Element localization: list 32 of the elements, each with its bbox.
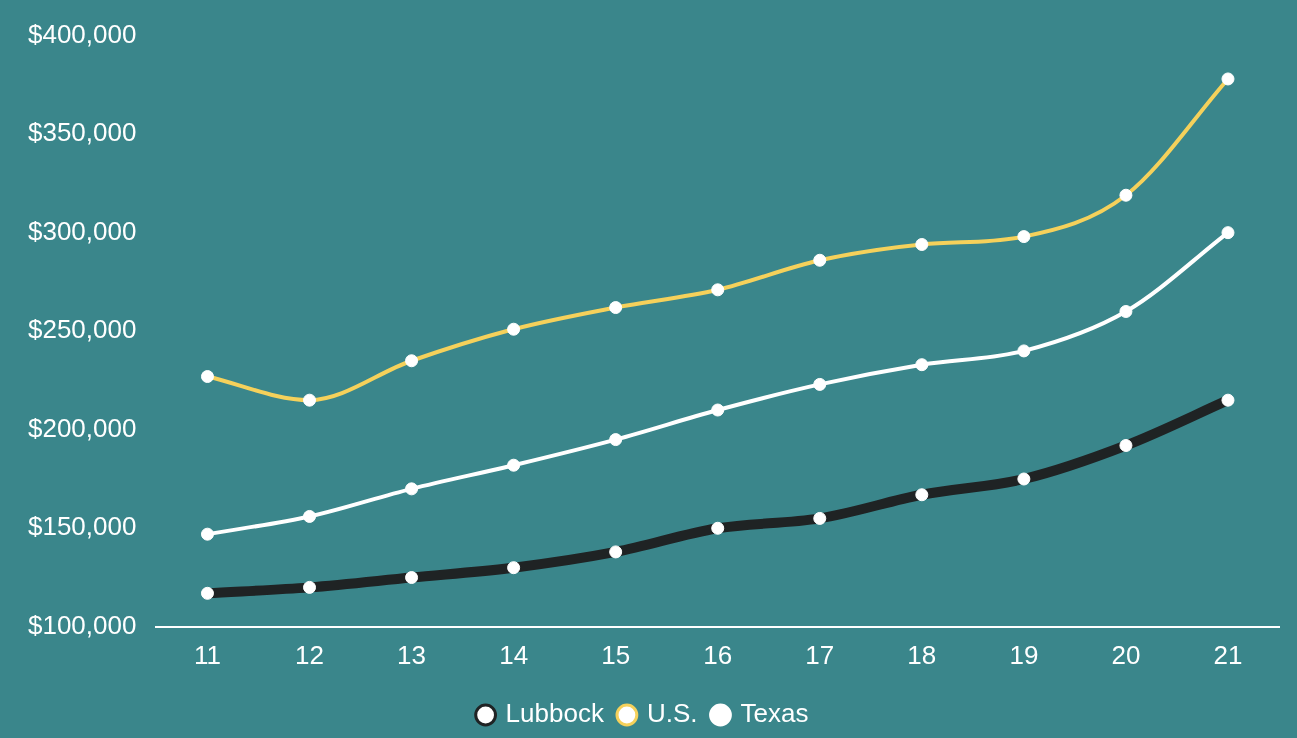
- x-tick-label: 13: [397, 639, 427, 670]
- x-tick-label: 17: [805, 639, 835, 670]
- point: [915, 358, 929, 372]
- point: [1017, 344, 1031, 358]
- point: [507, 458, 521, 472]
- x-tick-label: 18: [907, 639, 937, 670]
- y-tick-label: $400,000: [27, 18, 137, 49]
- x-tick-label: 19: [1009, 639, 1039, 670]
- y-tick-label: $300,000: [27, 215, 137, 246]
- y-tick-label: $350,000: [27, 117, 137, 148]
- point: [609, 433, 623, 447]
- legend-label: U.S.: [646, 698, 698, 729]
- point: [813, 377, 827, 391]
- point: [200, 527, 214, 541]
- point: [1119, 304, 1133, 318]
- legend-label: Texas: [740, 698, 809, 729]
- x-tick-label: 12: [295, 639, 324, 670]
- legend-label: Lubbock: [505, 698, 605, 729]
- y-tick-label: $100,000: [27, 609, 137, 640]
- x-tick-label: 15: [601, 639, 631, 670]
- point: [303, 509, 317, 523]
- y-tick-label: $200,000: [27, 412, 137, 443]
- y-tick-label: $150,000: [27, 511, 137, 542]
- point: [711, 403, 725, 417]
- x-tick-label: 14: [499, 639, 529, 670]
- point: [405, 482, 419, 496]
- y-tick-label: $250,000: [27, 314, 137, 345]
- x-tick-label: 11: [193, 639, 221, 670]
- x-tick-label: 20: [1111, 639, 1141, 670]
- x-tick-label: 16: [703, 639, 733, 670]
- point: [1221, 226, 1235, 240]
- x-tick-label: 21: [1213, 639, 1243, 670]
